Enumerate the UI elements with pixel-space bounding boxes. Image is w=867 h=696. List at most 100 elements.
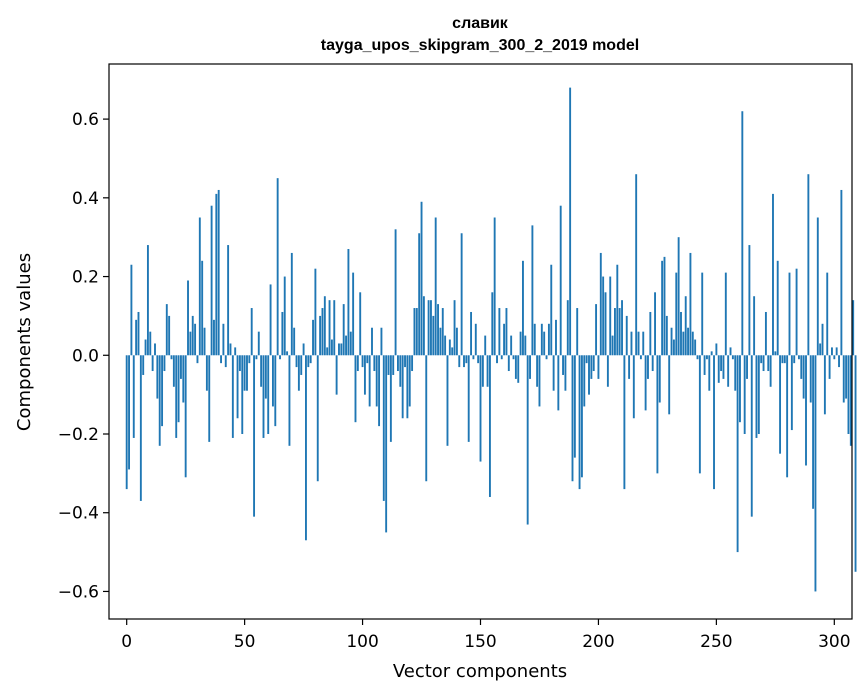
bar bbox=[434, 217, 437, 356]
bar bbox=[472, 355, 475, 360]
bar bbox=[670, 327, 673, 356]
bar bbox=[146, 245, 149, 356]
bar bbox=[713, 355, 715, 490]
bar bbox=[849, 355, 852, 446]
bar bbox=[823, 355, 826, 415]
bar bbox=[599, 252, 602, 356]
bar bbox=[281, 311, 284, 356]
bar bbox=[769, 355, 772, 387]
bar bbox=[536, 355, 539, 387]
bar bbox=[215, 193, 218, 356]
bar bbox=[691, 331, 694, 356]
bar bbox=[187, 280, 189, 356]
bar bbox=[460, 233, 463, 356]
bar bbox=[800, 355, 803, 379]
bar bbox=[243, 355, 246, 391]
bar bbox=[682, 331, 685, 356]
bar bbox=[656, 355, 659, 474]
bar bbox=[213, 319, 215, 356]
bar bbox=[286, 351, 289, 356]
bar bbox=[545, 355, 548, 360]
plot-frame bbox=[108, 63, 853, 620]
bar bbox=[382, 355, 385, 501]
bar bbox=[831, 347, 833, 356]
bar bbox=[779, 355, 782, 454]
bar bbox=[564, 355, 567, 391]
bar bbox=[566, 300, 569, 356]
bar bbox=[708, 355, 711, 391]
bar bbox=[543, 331, 546, 356]
bar bbox=[736, 355, 739, 553]
bar bbox=[592, 355, 595, 372]
bar bbox=[540, 323, 543, 356]
bar bbox=[687, 327, 690, 356]
bar bbox=[772, 193, 774, 356]
bar bbox=[559, 205, 562, 356]
bar bbox=[677, 237, 680, 356]
bar bbox=[241, 355, 244, 434]
bar bbox=[602, 276, 605, 356]
bar bbox=[451, 347, 454, 356]
bar bbox=[406, 355, 409, 419]
bar bbox=[722, 355, 725, 379]
x-tick-label: 50 bbox=[234, 632, 256, 652]
bar bbox=[205, 355, 208, 391]
bar bbox=[288, 355, 291, 446]
bar bbox=[486, 355, 489, 387]
bar bbox=[135, 319, 138, 356]
bar bbox=[387, 355, 390, 375]
bar bbox=[208, 355, 211, 442]
x-tick-label: 250 bbox=[700, 632, 732, 652]
y-tick-label: 0.4 bbox=[72, 189, 99, 209]
bar bbox=[238, 355, 241, 372]
bar bbox=[632, 355, 635, 419]
bar bbox=[479, 355, 482, 462]
x-tick-label: 0 bbox=[121, 632, 132, 652]
bar bbox=[576, 308, 579, 356]
bar bbox=[180, 355, 182, 379]
bar bbox=[767, 355, 770, 372]
bar bbox=[852, 300, 855, 356]
bar bbox=[222, 323, 225, 356]
bar bbox=[786, 355, 789, 478]
bar bbox=[161, 355, 164, 427]
bar bbox=[606, 355, 609, 387]
bars-group bbox=[125, 87, 857, 592]
bar bbox=[715, 343, 718, 356]
bar bbox=[847, 355, 850, 434]
bar bbox=[493, 217, 496, 356]
bar bbox=[455, 327, 458, 356]
bar bbox=[335, 355, 338, 395]
bar bbox=[819, 343, 822, 356]
bar bbox=[184, 355, 187, 478]
bar bbox=[446, 355, 449, 446]
bar bbox=[175, 355, 178, 438]
bar bbox=[788, 272, 791, 356]
bar bbox=[314, 268, 317, 356]
bar bbox=[562, 355, 564, 375]
bar bbox=[422, 296, 425, 356]
bar bbox=[132, 355, 135, 438]
bar bbox=[720, 355, 723, 372]
bar bbox=[618, 308, 621, 356]
bar bbox=[783, 355, 786, 364]
bar bbox=[668, 355, 671, 415]
bar bbox=[569, 87, 572, 356]
bar bbox=[621, 300, 623, 356]
bar bbox=[463, 355, 465, 368]
bar bbox=[378, 355, 381, 427]
bar bbox=[816, 217, 819, 356]
bar bbox=[203, 327, 206, 356]
bar bbox=[312, 319, 314, 356]
bar bbox=[484, 335, 487, 356]
bar bbox=[246, 355, 248, 391]
bar bbox=[227, 245, 230, 356]
bar bbox=[500, 355, 503, 360]
bar bbox=[156, 355, 159, 399]
bar bbox=[267, 355, 270, 434]
bar bbox=[255, 355, 258, 360]
bar bbox=[573, 355, 576, 458]
bar bbox=[658, 355, 661, 403]
bar bbox=[172, 355, 175, 387]
